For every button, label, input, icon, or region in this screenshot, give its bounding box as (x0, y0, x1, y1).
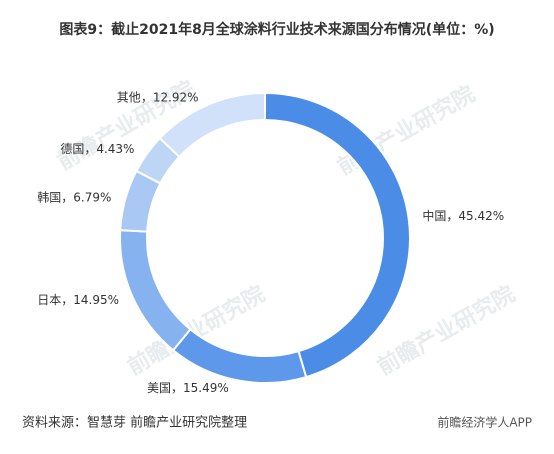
value-label: ，12.92% (141, 90, 199, 104)
slice-label: 德国，4.43% (60, 141, 134, 156)
category-label: 日本 (37, 292, 61, 306)
value-label: ，4.43% (84, 142, 134, 156)
category-label: 德国 (60, 141, 84, 156)
category-label: 中国 (422, 208, 446, 223)
value-label: ，45.42% (446, 209, 504, 223)
slice-label: 中国，45.42% (422, 208, 504, 223)
slice (119, 229, 192, 352)
category-label: 其他 (117, 90, 141, 104)
value-label: ，15.49% (171, 380, 229, 394)
footer-brand: 前瞻经济学人APP (437, 415, 532, 430)
slice-label: 日本，14.95% (37, 292, 119, 306)
slice-label: 美国，15.49% (147, 380, 229, 394)
source: 资料来源：智慧芽 前瞻产业研究院整理 (22, 415, 247, 431)
slice-label: 其他，12.92% (117, 90, 199, 104)
slice-label: 韩国，6.79% (37, 189, 111, 204)
category-label: 韩国 (37, 189, 61, 204)
category-label: 美国 (147, 380, 171, 394)
slice (171, 327, 308, 384)
value-label: ，14.95% (61, 292, 119, 306)
value-label: ，6.79% (61, 190, 111, 204)
slice (158, 91, 266, 159)
chart-title: 图表9：截止2021年8月全球涂料行业技术来源国分布情况(单位：%) (59, 22, 495, 38)
